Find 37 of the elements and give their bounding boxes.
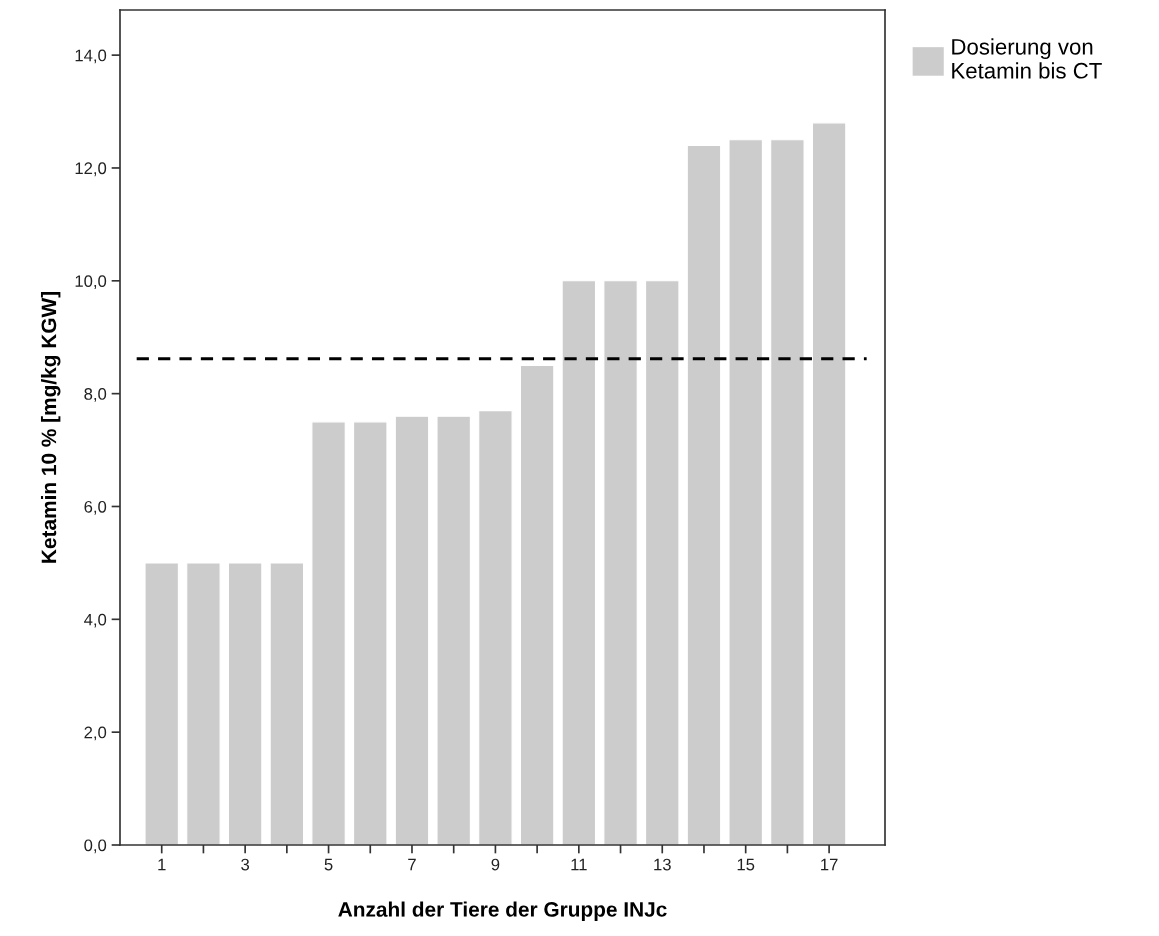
bar (353, 421, 388, 845)
bar (227, 562, 263, 845)
x-tick-label: 7 (408, 858, 416, 871)
bar (770, 139, 805, 845)
y-tick-label: 0,0 (84, 839, 107, 854)
y-tick-label: 2,0 (84, 726, 107, 741)
x-tick-label: 17 (821, 858, 838, 871)
y-axis-title: Ketamin 10 % [mg/kg KGW] (40, 292, 61, 563)
y-tick-label: 8,0 (84, 388, 107, 402)
bar (186, 562, 221, 845)
y-tick-label: 14,0 (75, 49, 107, 64)
y-tick-label: 6,0 (84, 500, 107, 515)
bar (603, 280, 638, 845)
bar (269, 562, 305, 845)
bar (436, 415, 471, 845)
bar (478, 410, 513, 845)
bar (645, 280, 680, 845)
x-tick-label: 11 (571, 858, 587, 871)
y-tick-label: 10,0 (75, 275, 107, 289)
x-tick-label: 1 (158, 858, 166, 871)
y-tick-label: 12,0 (75, 162, 107, 177)
bar (561, 280, 597, 845)
bar (519, 364, 555, 845)
x-tick-label: 9 (491, 858, 500, 871)
bar (394, 415, 430, 845)
x-tick-label: 15 (737, 858, 755, 871)
legend-label: Dosierung von Ketamin bis CT (952, 38, 1102, 79)
x-tick-label: 3 (241, 858, 250, 871)
bar (728, 139, 763, 845)
y-tick-label: 4,0 (84, 613, 107, 628)
bar (811, 122, 847, 845)
x-tick-label: 13 (654, 858, 671, 871)
bar (686, 144, 722, 845)
x-tick-label: 5 (324, 858, 333, 871)
bar (144, 562, 179, 845)
bar (311, 421, 346, 845)
x-axis-title: Anzahl der Tiere der Gruppe INJc (338, 901, 667, 921)
